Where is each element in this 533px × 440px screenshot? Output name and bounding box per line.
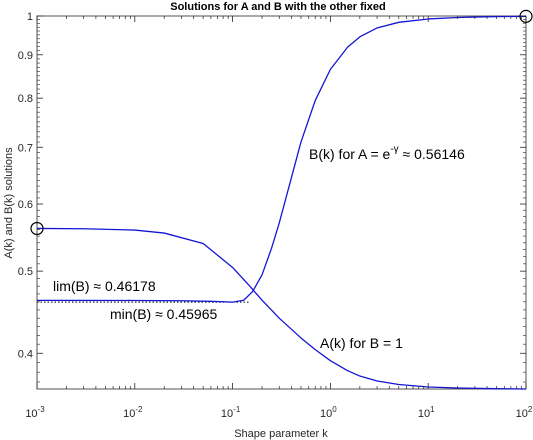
annotation-lim: lim(B) ≈ 0.46178 [53, 278, 156, 294]
x-tick-exponent: 0 [332, 405, 337, 414]
y-tick-label-5: 0.9 [18, 50, 33, 62]
series-A-line [36, 227, 527, 390]
x-tick-base: 10 [25, 408, 37, 420]
y-axis-label: A(k) and B(k) solutions [3, 147, 15, 259]
x-tick-base: 10 [418, 408, 430, 420]
x-tick-base: 10 [123, 408, 135, 420]
x-axis-label: Shape parameter k [234, 428, 328, 440]
y-axis: 0.4 0.5 0.6 0.7 0.8 0.9 1 [18, 11, 526, 383]
y-tick-label-2: 0.6 [18, 199, 33, 211]
x-tick-label-0: 10-3 [25, 405, 45, 420]
x-tick-label-4: 101 [418, 405, 435, 420]
x-tick-exponent: -2 [135, 405, 143, 414]
annotation-b-suffix: ≈ 0.56146 [399, 146, 465, 162]
x-tick-exponent: 1 [430, 405, 435, 414]
annotation-a-curve: A(k) for B = 1 [320, 335, 403, 351]
y-tick-label-1: 0.5 [18, 266, 33, 278]
reference-lines [37, 301, 250, 303]
annotation-b-prefix: B(k) for A = e [309, 146, 391, 162]
x-axis: 10-3 10-2 10-1 100 101 102 [25, 16, 533, 420]
x-tick-base: 10 [320, 408, 332, 420]
x-tick-exponent: -1 [233, 405, 241, 414]
x-tick-base: 10 [516, 408, 528, 420]
y-tick-label-3: 0.7 [18, 142, 33, 154]
marker-layer [30, 9, 533, 236]
annotation-b-exponent: -γ [390, 144, 398, 155]
x-tick-label-1: 10-2 [123, 405, 143, 420]
plot-area [36, 15, 527, 390]
y-tick-label-6: 1 [27, 11, 33, 23]
annotation-min: min(B) ≈ 0.45965 [110, 306, 218, 322]
y-tick-label-0: 0.4 [18, 348, 33, 360]
series-layer [36, 15, 527, 390]
x-tick-exponent: -3 [38, 405, 46, 414]
series-B-line [36, 15, 527, 303]
marker-circle-0 [30, 221, 44, 236]
chart-title: Solutions for A and B with the other fix… [170, 1, 386, 13]
plot-frame [36, 15, 527, 390]
annotation-b-curve: B(k) for A = e-γ ≈ 0.56146 [309, 144, 465, 162]
x-tick-label-2: 10-1 [221, 405, 241, 420]
y-tick-label-4: 0.8 [18, 93, 33, 105]
x-tick-exponent: 2 [528, 405, 533, 414]
x-tick-base: 10 [221, 408, 233, 420]
x-tick-label-3: 100 [320, 405, 337, 420]
x-tick-label-5: 102 [516, 405, 533, 420]
